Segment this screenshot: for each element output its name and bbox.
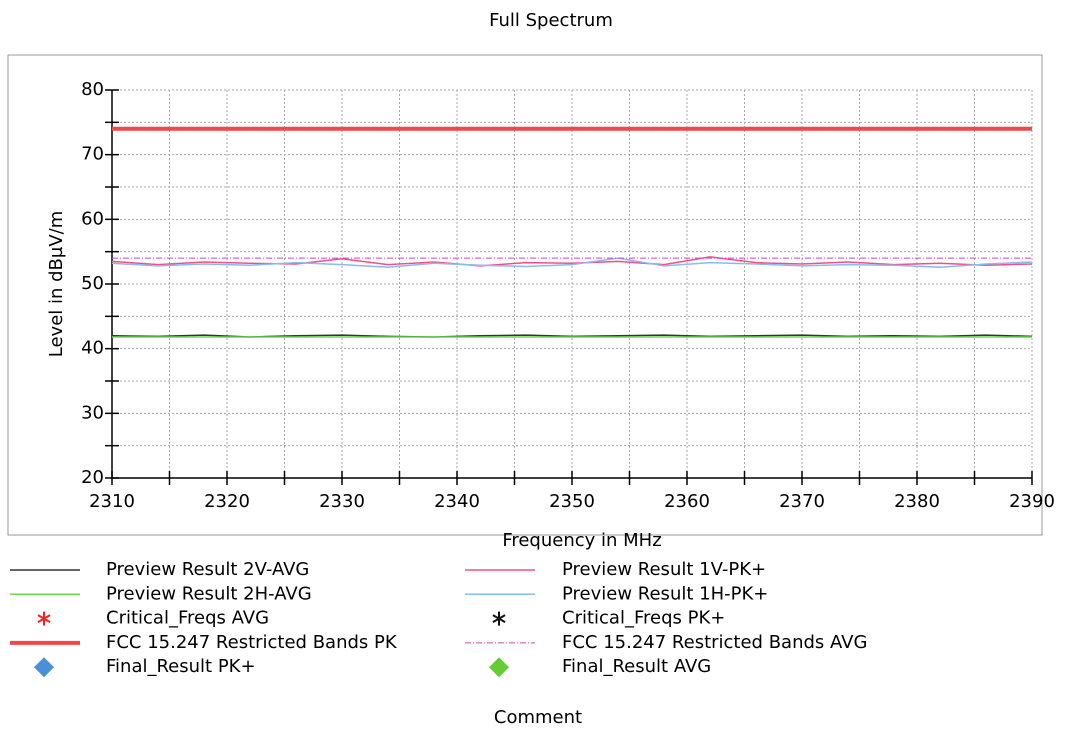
- legend-label: Critical_Freqs PK+: [562, 608, 725, 629]
- chart-frame: [7, 54, 1043, 536]
- legend-label: Critical_Freqs AVG: [106, 608, 269, 629]
- x-tick-label: 2350: [549, 491, 595, 512]
- legend-label: Final_Result AVG: [562, 656, 711, 677]
- legend-symbol: [37, 611, 51, 626]
- y-tick-label: 60: [81, 208, 104, 229]
- x-tick-label: 2390: [1009, 491, 1055, 512]
- legend-symbol: [489, 657, 509, 678]
- chart-title: Full Spectrum: [489, 10, 613, 31]
- legend-label: FCC 15.247 Restricted Bands PK: [106, 632, 398, 653]
- series-line: [111, 256, 1033, 267]
- y-tick-label: 40: [81, 338, 104, 359]
- legend-label: Preview Result 1H-PK+: [562, 583, 768, 604]
- x-axis-label: Frequency in MHz: [502, 530, 661, 551]
- legend-symbol: [34, 657, 54, 678]
- x-tick-label: 2370: [779, 491, 825, 512]
- y-tick-label: 50: [81, 273, 104, 294]
- x-tick-label: 2310: [89, 491, 135, 512]
- x-tick-label: 2340: [434, 491, 480, 512]
- legend-label: Final_Result PK+: [106, 656, 256, 677]
- legend-label: Preview Result 1V-PK+: [562, 559, 766, 580]
- series-line: [111, 257, 1033, 268]
- y-tick-label: 30: [81, 402, 104, 423]
- y-tick-label: 80: [81, 79, 104, 100]
- x-tick-label: 2330: [319, 491, 365, 512]
- legend-label: Preview Result 2V-AVG: [106, 559, 309, 580]
- legend-symbol: [492, 611, 506, 626]
- legend-label: FCC 15.247 Restricted Bands AVG: [562, 632, 867, 653]
- x-tick-label: 2320: [204, 491, 250, 512]
- x-tick-label: 2360: [664, 491, 710, 512]
- x-tick-label: 2380: [894, 491, 940, 512]
- y-tick-label: 70: [81, 144, 104, 165]
- footer: Comment: [494, 707, 582, 728]
- legend-label: Preview Result 2H-AVG: [106, 583, 312, 604]
- y-axis-label: Level in dBµV/m: [46, 211, 67, 358]
- y-tick-label: 20: [81, 467, 104, 488]
